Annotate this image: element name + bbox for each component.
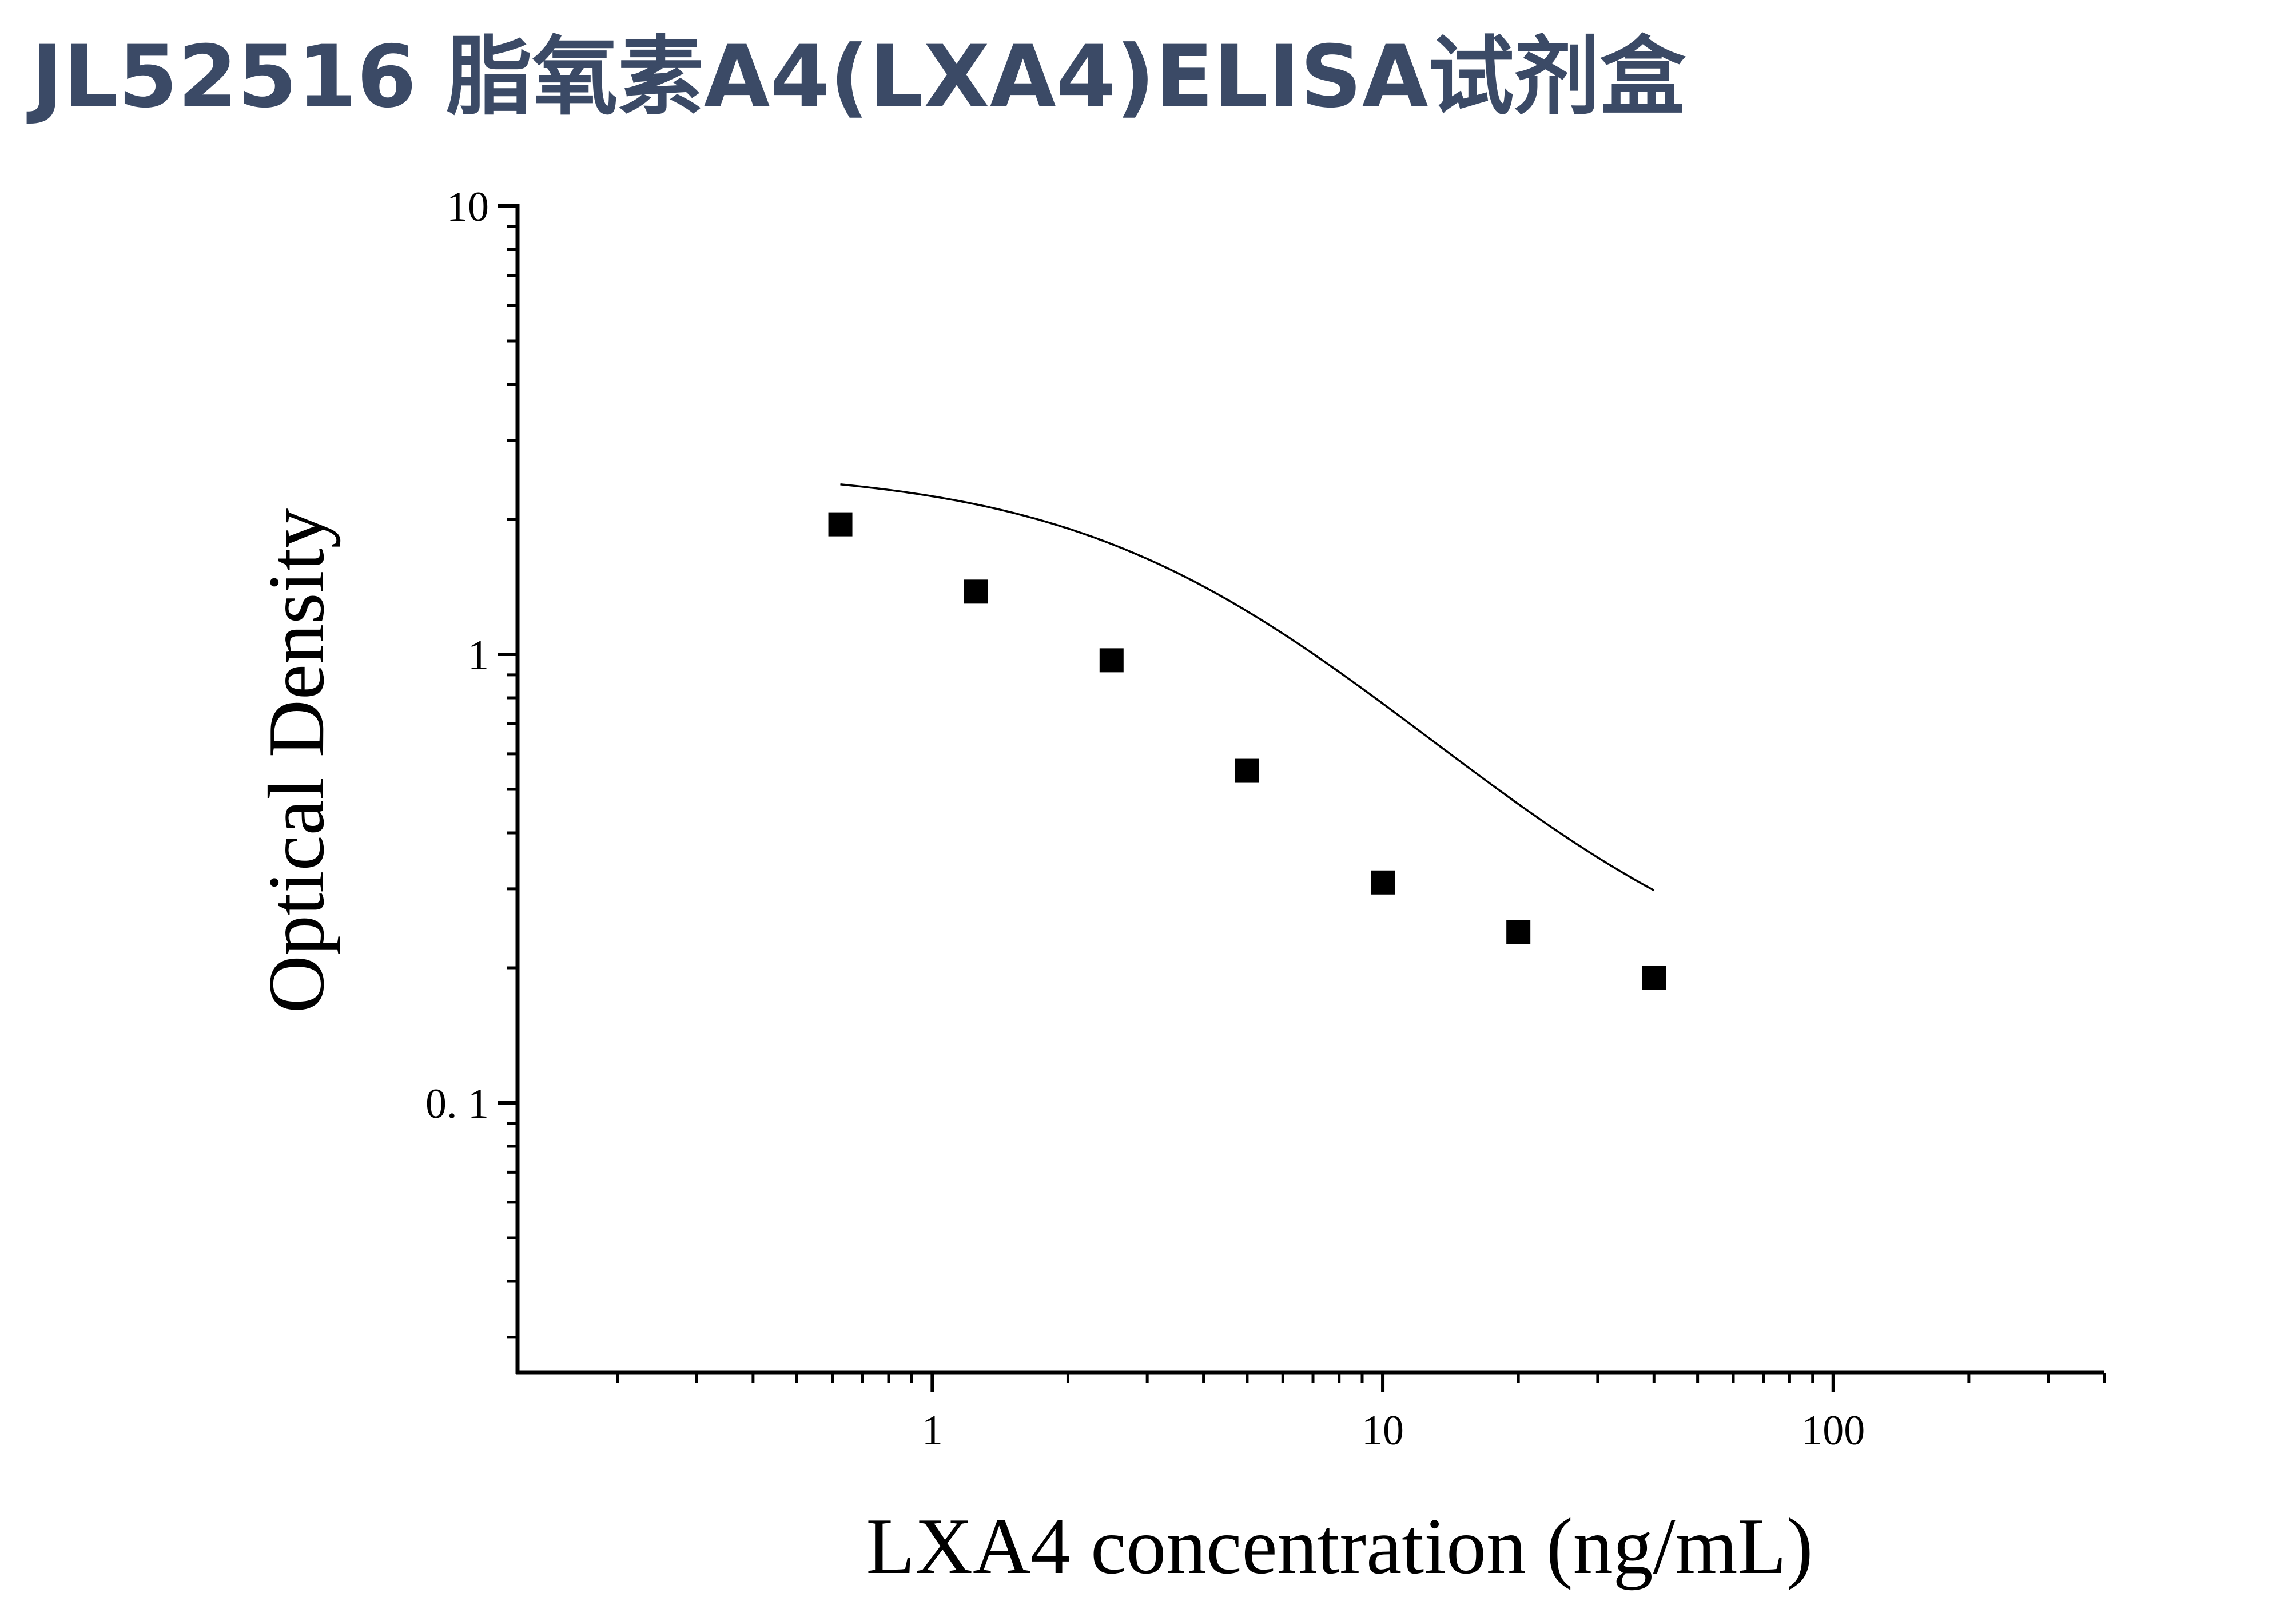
- data-point-square: [964, 579, 988, 604]
- page-title: JL52516 脂氧素A4(LXA4)ELISA试剂盒: [31, 27, 1686, 127]
- y-tick-label: 1: [468, 632, 489, 679]
- y-axis-ticks: 0. 1 1 10: [425, 184, 518, 1339]
- y-tick-label: 10: [447, 184, 489, 231]
- x-tick-label: 1: [922, 1407, 943, 1454]
- data-point-square: [1099, 648, 1124, 673]
- data-point-square: [1235, 758, 1259, 783]
- x-axis-label: LXA4 concentration (ng/mL): [866, 1502, 1813, 1591]
- x-axis-ticks: 1 10 100: [616, 1373, 2106, 1454]
- data-points: [828, 512, 1666, 990]
- y-tick-label: 0. 1: [425, 1080, 489, 1127]
- y-axis-label: Optical Density: [252, 508, 341, 1014]
- x-tick-label: 10: [1362, 1407, 1404, 1454]
- data-point-square: [1371, 870, 1395, 895]
- data-point-square: [1642, 966, 1666, 990]
- data-point-square: [828, 512, 853, 537]
- data-point-square: [1506, 920, 1531, 944]
- fit-curve-line: [840, 483, 1655, 892]
- x-tick-label: 100: [1801, 1407, 1865, 1454]
- chart-axes: 0. 1 1 10 1 10 100: [425, 184, 2106, 1454]
